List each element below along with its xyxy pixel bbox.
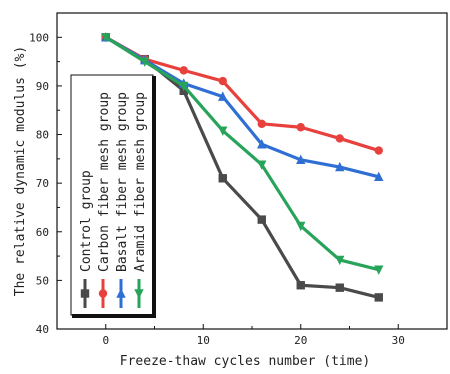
x-tick-label: 20 <box>294 334 307 347</box>
legend-label: Basalt fiber mesh group <box>115 92 130 272</box>
data-point <box>296 123 305 132</box>
series-line <box>104 35 380 272</box>
data-point <box>374 293 383 302</box>
y-tick-label: 60 <box>36 226 49 239</box>
data-point <box>296 221 306 232</box>
data-point <box>374 171 384 182</box>
data-point <box>296 281 305 290</box>
series-3 <box>101 33 384 275</box>
y-tick-label: 40 <box>36 323 49 336</box>
data-point <box>335 161 345 172</box>
data-point <box>335 283 344 292</box>
y-tick-label: 80 <box>36 129 49 142</box>
data-point <box>101 33 111 43</box>
data-point <box>335 255 345 266</box>
data-point <box>179 81 189 92</box>
legend-marker <box>134 289 144 299</box>
data-point <box>140 57 150 67</box>
data-point <box>257 119 266 129</box>
y-tick-label: 100 <box>29 31 49 44</box>
data-point <box>218 76 227 86</box>
y-axis-title: The relative dynamic modulus (%) <box>13 46 28 296</box>
legend-label: Carbon fiber mesh group <box>97 92 112 272</box>
x-tick-label: 30 <box>392 334 405 347</box>
data-point <box>335 134 344 143</box>
y-tick-label: 90 <box>36 80 49 93</box>
x-tick-label: 0 <box>102 334 109 347</box>
legend-marker <box>116 288 126 298</box>
x-tick-label: 10 <box>197 334 210 347</box>
legend-marker <box>80 289 90 298</box>
data-point <box>296 154 306 165</box>
data-point <box>257 139 267 149</box>
series-line <box>104 35 380 153</box>
data-point <box>257 160 267 170</box>
legend-label: Control group <box>79 170 94 272</box>
y-axis-ticks: 40 50 60 70 80 90 100 <box>29 12 62 336</box>
legend-marker <box>98 289 108 298</box>
data-point <box>257 215 266 224</box>
data-point <box>218 174 227 183</box>
x-axis-title: Freeze-thaw cycles number (time) <box>120 354 370 369</box>
data-point <box>179 66 188 75</box>
x-axis-ticks: 0 10 20 30 <box>56 324 405 347</box>
y-tick-label: 50 <box>36 274 49 287</box>
legend-box <box>70 74 154 316</box>
series-layer <box>101 32 384 302</box>
data-point <box>374 146 383 155</box>
data-point <box>374 265 384 275</box>
data-point <box>218 126 228 136</box>
y-tick-label: 70 <box>36 177 49 190</box>
legend-label: Aramid fiber mesh group <box>133 92 148 272</box>
legend: Control group Carbon fiber mesh group Basa… <box>70 74 156 318</box>
data-point <box>218 91 228 101</box>
